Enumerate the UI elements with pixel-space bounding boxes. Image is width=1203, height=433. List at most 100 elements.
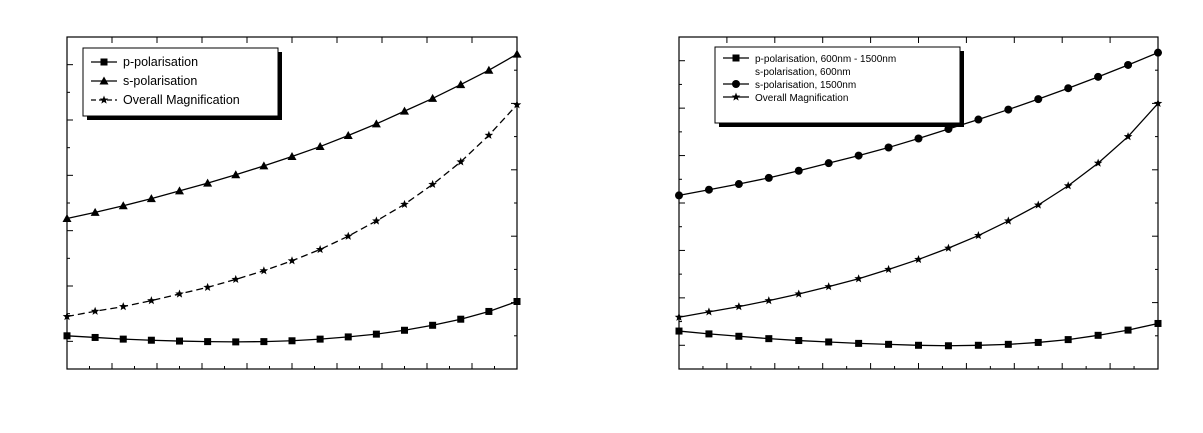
data-point [372, 330, 380, 338]
data-point [288, 337, 296, 345]
data-point [146, 194, 156, 203]
data-point [974, 341, 982, 349]
data-point [315, 244, 325, 254]
legend-marker [731, 92, 741, 101]
data-point [1033, 200, 1043, 209]
data-point [315, 142, 325, 151]
data-point [371, 119, 381, 128]
data-point [885, 340, 893, 348]
data-point [1034, 338, 1042, 346]
data-point [1124, 60, 1133, 69]
data-point [232, 338, 240, 346]
data-point [203, 282, 212, 291]
legend-marker [100, 58, 108, 66]
data-point [175, 289, 184, 298]
data-point [1064, 84, 1073, 93]
legend-label-line: s-polarisation [123, 74, 197, 88]
data-point [1064, 336, 1072, 344]
data-point [974, 231, 983, 240]
data-point [118, 302, 128, 311]
data-point [1154, 48, 1162, 57]
legend-label: s-polarisation, 1500nm [755, 80, 856, 91]
data-point [287, 152, 297, 161]
data-point [1124, 326, 1132, 334]
data-point [429, 321, 437, 329]
legend-label-line: p-polarisation, 600nm - 1500nm [755, 54, 896, 65]
data-point [795, 337, 803, 345]
data-point [1004, 340, 1012, 348]
data-point [259, 161, 269, 170]
data-point [734, 302, 744, 311]
series-3 [674, 98, 1163, 321]
series-3 [62, 100, 522, 321]
series-2 [675, 48, 1162, 200]
data-point [794, 289, 804, 298]
data-point [90, 306, 100, 315]
data-point [343, 130, 353, 139]
data-point [824, 159, 833, 168]
data-point [400, 106, 409, 115]
data-point [974, 115, 983, 124]
data-point [457, 315, 465, 323]
data-point [915, 341, 922, 349]
data-point [428, 179, 437, 189]
legend-label: s-polarisation [123, 74, 197, 88]
data-point [944, 243, 953, 252]
data-point [287, 256, 297, 265]
legend-marker [99, 95, 109, 104]
data-point [259, 266, 269, 275]
data-point [764, 173, 773, 182]
legend: p-polarisation s-polarisation Overall Magn… [82, 47, 282, 120]
legend-label-line: s-polarisation, 1500nm [755, 80, 856, 91]
legend-label-line: s-polarisation, 600nm [755, 67, 851, 78]
data-point [1154, 319, 1162, 327]
data-point [914, 254, 923, 264]
series-1 [63, 297, 521, 346]
data-point [231, 274, 241, 283]
data-point [456, 157, 466, 166]
legend-label: p-polarisation [123, 55, 198, 69]
data-point [119, 335, 127, 343]
data-point [944, 125, 953, 134]
data-point [260, 338, 268, 346]
data-point [203, 178, 213, 187]
data-point [512, 49, 522, 58]
data-point [675, 191, 683, 200]
legend-label: Overall Magnification [123, 93, 240, 107]
data-point [484, 65, 494, 74]
data-point [62, 312, 72, 321]
data-point [1094, 331, 1102, 339]
data-point [485, 307, 493, 315]
data-point [765, 335, 773, 343]
data-point [704, 307, 714, 316]
legend-box [82, 47, 279, 117]
data-point [705, 330, 713, 338]
data-point [90, 207, 100, 216]
series-line [66, 300, 518, 343]
data-point [1034, 95, 1043, 104]
data-point [175, 186, 184, 195]
chart-2: p-polarisation, 600nm - 1500nm s-polarisa… [674, 36, 1163, 370]
legend-label-line: Overall Magnification [123, 93, 240, 107]
data-point [400, 199, 409, 208]
data-point [855, 339, 863, 347]
data-point [428, 93, 438, 102]
data-point [675, 327, 683, 335]
data-point [884, 143, 893, 152]
data-point [91, 333, 99, 341]
data-point [513, 297, 521, 305]
legend-marker [732, 80, 740, 88]
data-point [512, 100, 522, 109]
chart-1: p-polarisation s-polarisation Overall Magn… [62, 36, 522, 370]
data-point [176, 337, 183, 345]
data-point [1093, 158, 1103, 167]
data-point [401, 326, 408, 334]
data-point [343, 231, 353, 240]
data-point [62, 213, 72, 222]
data-point [794, 166, 803, 175]
data-point [735, 332, 743, 340]
data-point [1004, 105, 1013, 114]
data-point [1123, 132, 1133, 141]
data-point [344, 333, 352, 341]
